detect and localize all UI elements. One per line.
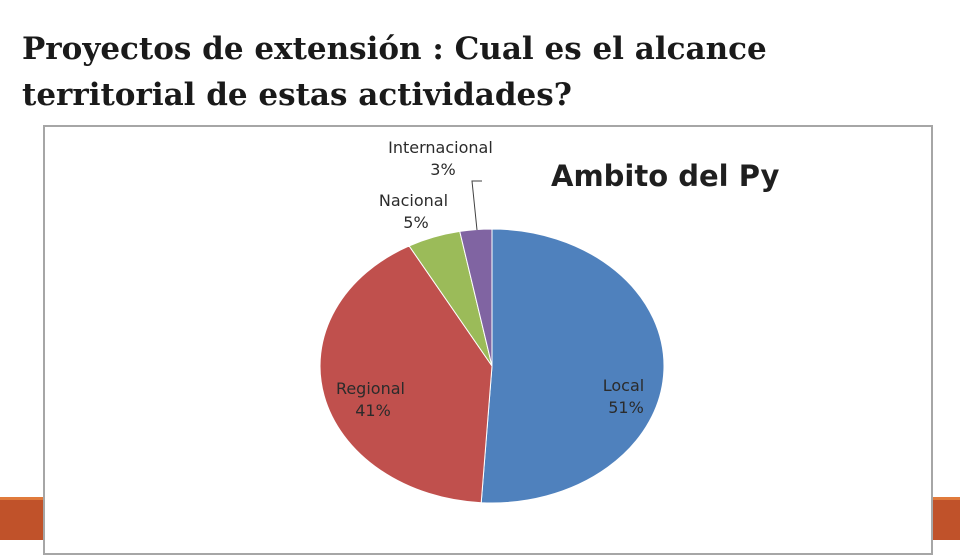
slice-label-internacional: Internacional 3% [388,138,498,179]
slice-label-regional: Regional 41% [336,379,410,420]
slice-label-local-name: Local [603,376,644,395]
pie-chart-frame: Ambito del Py Local 51% Regional 41% Nac… [43,125,933,555]
slide-title-line1: Proyectos de extensión : Cual es el alca… [22,31,767,67]
pie-slice-local [480,228,665,504]
pie-slices [319,228,665,504]
slice-label-local-value: 51% [608,398,644,417]
slide-title-line2: territorial de estas actividades? [22,77,572,113]
slice-label-regional-value: 41% [355,401,391,420]
slice-label-regional-name: Regional [336,379,405,398]
slide-title: Proyectos de extensión : Cual es el alca… [22,26,922,118]
pie-slice-internacional [459,228,493,367]
slice-label-local: Local 51% [603,376,650,417]
slice-label-internacional-value: 3% [430,160,455,179]
pie-slice-regional [319,245,493,504]
slice-label-nacional-value: 5% [403,213,428,232]
pie-chart: Ambito del Py Local 51% Regional 41% Nac… [319,138,779,504]
slice-label-nacional: Nacional 5% [379,191,453,232]
slice-label-internacional-name: Internacional [388,138,493,157]
slice-label-nacional-name: Nacional [379,191,448,210]
leader-line-internacional [471,180,482,231]
leader-lines [471,180,482,231]
chart-title: Ambito del Py [551,159,779,193]
